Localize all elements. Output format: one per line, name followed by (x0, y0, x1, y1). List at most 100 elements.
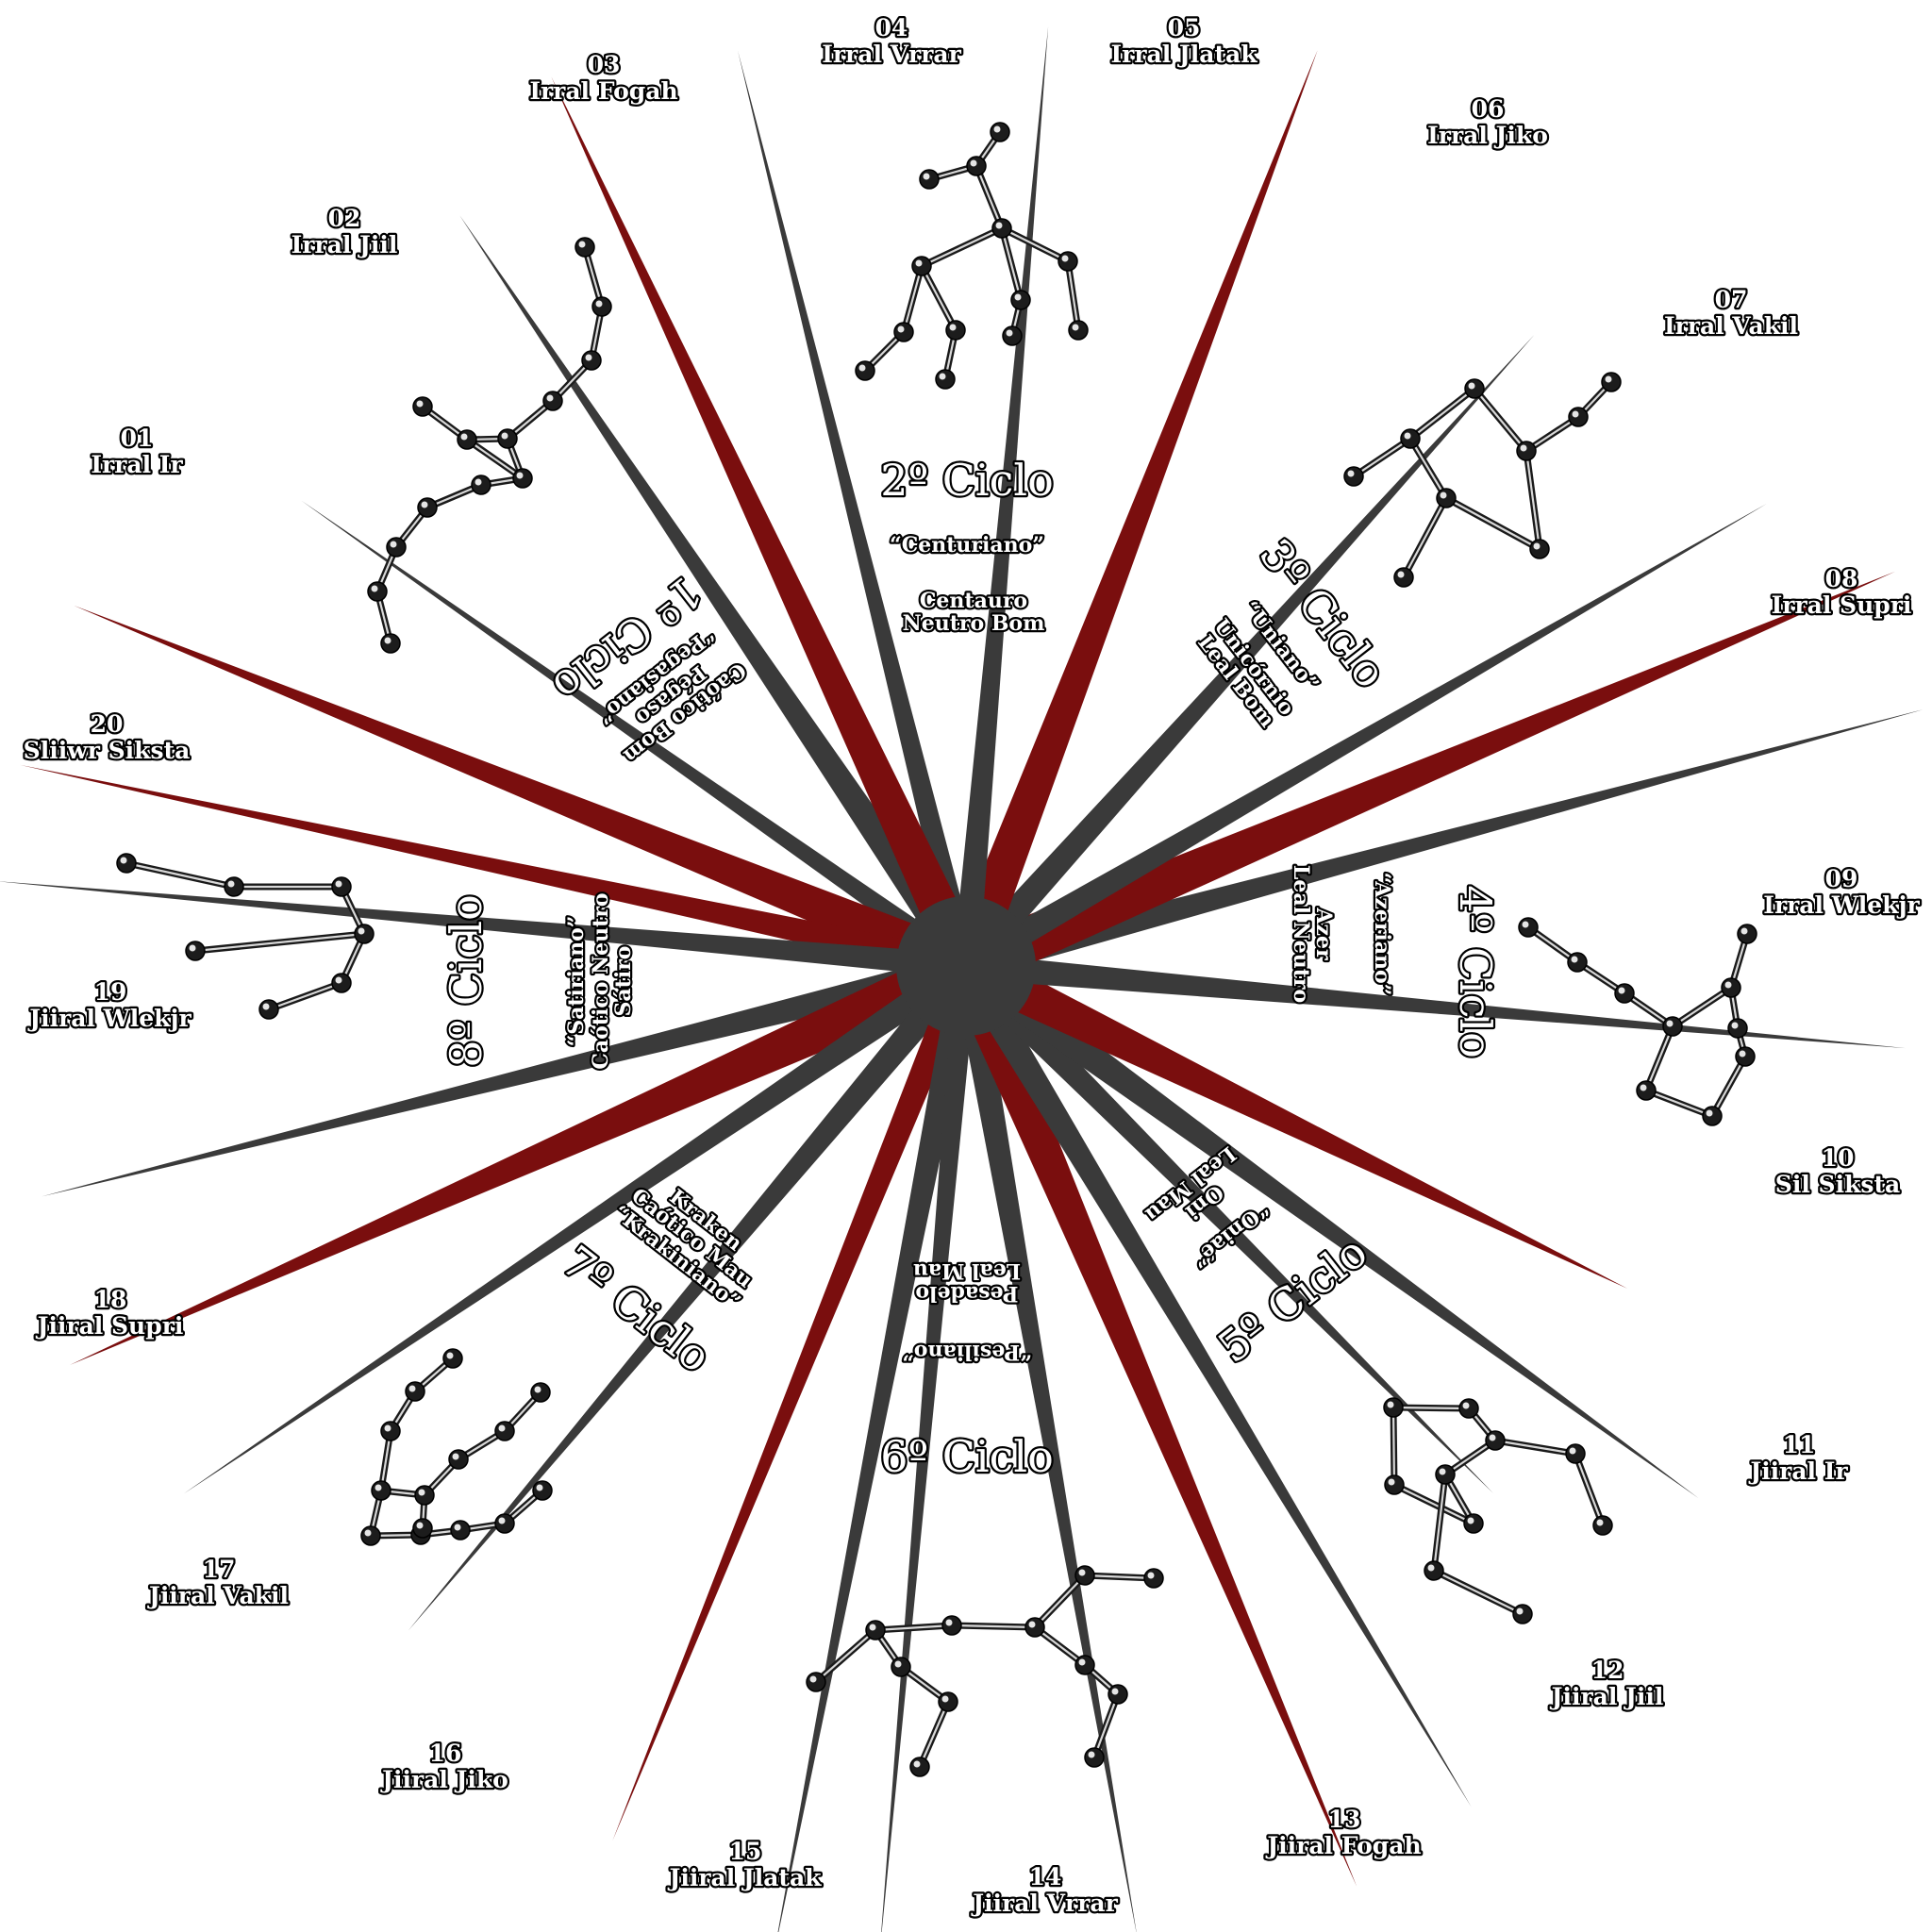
star-highlight (421, 501, 428, 508)
grey-ray (952, 963, 1137, 1932)
star (185, 941, 206, 961)
constellation-edge (1408, 387, 1476, 441)
star-highlight (1596, 1519, 1604, 1526)
constellation-edge (920, 264, 958, 332)
grey-ray (459, 215, 980, 975)
constellation-edge (1644, 1024, 1674, 1092)
constellation-edge (267, 981, 343, 1011)
cycle-1: 1º Ciclo “Pegasiano” Pégaso Caótico Bom (541, 564, 753, 771)
star-highlight (475, 478, 482, 486)
month-number: 02 (328, 205, 361, 232)
cycle-creature: Pesadelo (915, 1281, 1018, 1306)
star (938, 1691, 958, 1712)
star (1464, 378, 1485, 399)
star (1721, 977, 1741, 998)
star (891, 1657, 911, 1677)
star-highlight (809, 1675, 817, 1683)
cycle-title: 4º Ciclo (1450, 885, 1501, 1058)
star (380, 633, 401, 654)
month-name: Irral Wlekjr (1763, 891, 1920, 919)
month-number: 08 (1825, 565, 1858, 592)
grey-ray (959, 504, 1767, 978)
constellation-edge (125, 861, 236, 889)
star (945, 320, 966, 341)
constellation-edge (583, 245, 604, 308)
constellation-edge (1473, 387, 1528, 453)
star (360, 1525, 381, 1546)
month-name: Irral Ir (91, 451, 183, 478)
constellation-oni (1383, 1397, 1613, 1624)
month-number: 16 (429, 1740, 462, 1767)
constellation-azer (1518, 917, 1757, 1126)
star-highlight (1569, 1447, 1576, 1455)
cycle-alignment: Leal Neutro (1289, 865, 1313, 1003)
star (532, 1480, 553, 1501)
star (1735, 1046, 1756, 1067)
constellation-edge (1402, 496, 1448, 579)
red-ray (957, 947, 1628, 1289)
star (1567, 952, 1588, 973)
star-highlight (534, 1386, 541, 1393)
star (412, 1518, 433, 1539)
star (450, 1520, 471, 1541)
star-highlight (1072, 324, 1079, 331)
star (1727, 1018, 1748, 1039)
star-highlight (384, 637, 391, 644)
star-highlight (1014, 293, 1022, 301)
star-highlight (578, 241, 586, 248)
star-highlight (858, 364, 866, 372)
star (1383, 1397, 1404, 1418)
star-highlight (1640, 1084, 1647, 1091)
month-name: Jiiral Jlatak (668, 1864, 823, 1891)
star (581, 350, 602, 371)
star-highlight (993, 125, 1001, 133)
star-highlight (120, 857, 127, 864)
star (1485, 1430, 1506, 1451)
red-ray (946, 958, 1357, 1887)
star-highlight (1666, 1020, 1674, 1027)
grey-ray (957, 953, 1699, 1499)
star (116, 853, 137, 874)
star-highlight (941, 1695, 949, 1703)
red-ray (74, 605, 974, 986)
star (414, 1485, 435, 1506)
month-number: 13 (1328, 1806, 1361, 1833)
cycle-title: 8º Ciclo (441, 894, 491, 1068)
month-number: 12 (1591, 1657, 1624, 1684)
constellation-edge (1408, 437, 1448, 500)
grey-ray (183, 955, 974, 1494)
star-highlight (536, 1484, 543, 1491)
star-highlight (364, 1529, 372, 1537)
month-number: 09 (1825, 865, 1858, 892)
cycle-demonym: “Azeriano” (1370, 873, 1394, 996)
star-highlight (416, 400, 424, 408)
star (1343, 466, 1364, 487)
star-highlight (1572, 410, 1579, 418)
star (935, 369, 956, 390)
star-highlight (516, 472, 524, 479)
constellation-edge (1710, 1055, 1747, 1118)
month-number: 11 (1783, 1431, 1816, 1458)
star (941, 1615, 962, 1636)
star-highlight (454, 1524, 461, 1531)
star (911, 256, 932, 276)
star-highlight (262, 1003, 270, 1010)
star (1074, 1565, 1095, 1586)
star-highlight (1468, 382, 1475, 390)
star-highlight (498, 1424, 506, 1432)
cycle-demonym: “Pesiliano” (902, 1340, 1032, 1364)
star (1108, 1684, 1128, 1705)
star (1662, 1016, 1683, 1037)
star-highlight (1571, 956, 1578, 963)
star (990, 122, 1010, 142)
constellation-edge (465, 438, 525, 480)
month-name: Irral Vakil (1664, 312, 1798, 340)
star-highlight (358, 927, 365, 935)
